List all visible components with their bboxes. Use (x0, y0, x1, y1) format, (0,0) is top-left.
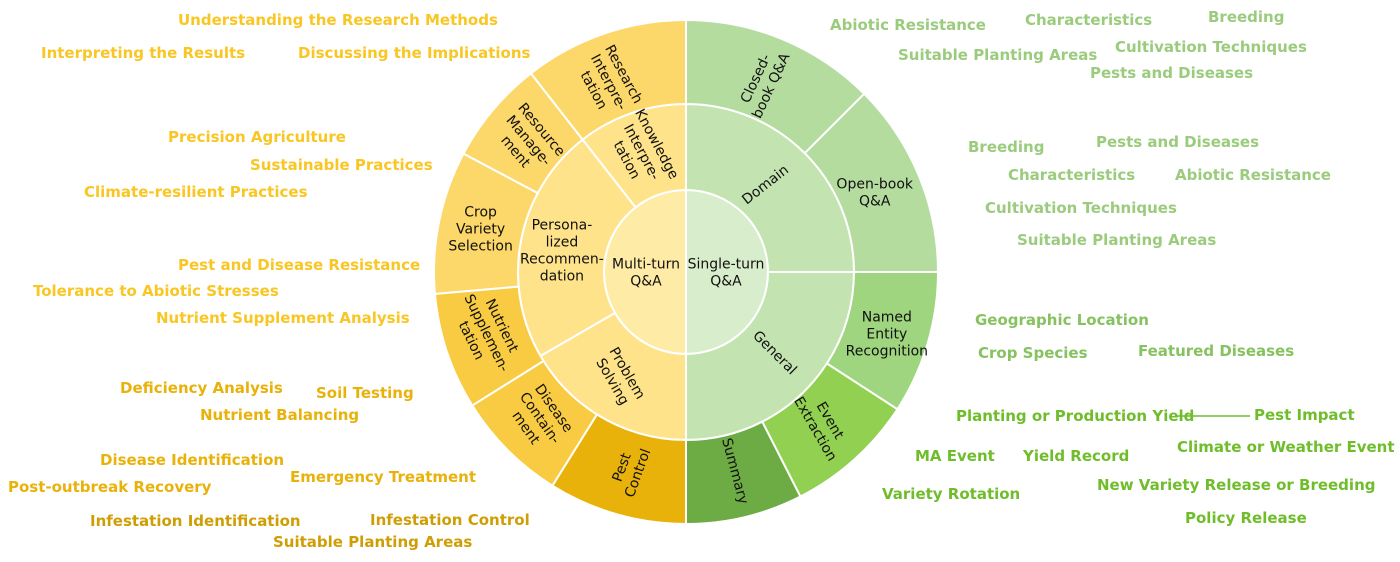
label-tolerance-abiotic-stresses: Tolerance to Abiotic Stresses (33, 282, 279, 300)
label-climate-weather-event: Climate or Weather Event (1177, 438, 1395, 456)
label-variety-rotation: Variety Rotation (882, 485, 1021, 503)
label-nutrient-balancing: Nutrient Balancing (200, 406, 360, 424)
label-new-variety-release: New Variety Release or Breeding (1097, 476, 1376, 494)
center-label-multi-turn: Multi-turn Q&A (612, 257, 680, 290)
label-characteristics-top: Characteristics (1025, 11, 1153, 29)
label-ma-event: MA Event (915, 447, 995, 465)
label-suitable-planting-areas-mid: Suitable Planting Areas (1017, 231, 1217, 249)
label-climate-resilient-practices: Climate-resilient Practices (84, 183, 308, 201)
outer-label-crop-variety: Crop Variety Selection (448, 204, 513, 254)
label-interpreting-results: Interpreting the Results (41, 44, 246, 62)
label-discussing-implications: Discussing the Implications (298, 44, 531, 62)
label-featured-diseases: Featured Diseases (1138, 342, 1295, 360)
label-cultivation-techniques-mid: Cultivation Techniques (985, 199, 1177, 217)
outer-segment-crop-variety (433, 152, 540, 296)
label-crop-species: Crop Species (978, 344, 1088, 362)
label-abiotic-resistance-top: Abiotic Resistance (830, 16, 986, 34)
label-precision-agriculture: Precision Agriculture (168, 128, 346, 146)
label-soil-testing: Soil Testing (316, 384, 414, 402)
outer-label-open-book: Open-book Q&A (836, 176, 913, 209)
label-policy-release: Policy Release (1185, 509, 1307, 527)
label-pest-impact: Pest Impact (1254, 406, 1355, 424)
label-suitable-planting-areas-left: Suitable Planting Areas (273, 533, 473, 551)
label-suitable-planting-areas-top: Suitable Planting Areas (898, 46, 1098, 64)
label-infestation-control: Infestation Control (370, 511, 530, 529)
label-abiotic-resistance-mid: Abiotic Resistance (1175, 166, 1331, 184)
label-pests-diseases-top: Pests and Diseases (1090, 64, 1254, 82)
center-label-single-turn: Single-turn Q&A (688, 257, 765, 290)
label-nutrient-supplement-analysis: Nutrient Supplement Analysis (156, 309, 410, 327)
outer-segment-disease (470, 359, 599, 488)
outer-segment-resource (462, 72, 584, 195)
label-pests-diseases-mid: Pests and Diseases (1096, 133, 1260, 151)
label-geographic-location: Geographic Location (975, 311, 1149, 329)
label-characteristics-mid: Characteristics (1008, 166, 1136, 184)
outer-segment-nutrient (433, 285, 545, 407)
label-disease-identification: Disease Identification (100, 451, 285, 469)
label-yield-record: Yield Record (1023, 447, 1130, 465)
label-pest-disease-resistance: Pest and Disease Resistance (178, 256, 421, 274)
label-understanding-research-methods: Understanding the Research Methods (178, 11, 498, 29)
label-post-outbreak-recovery: Post-outbreak Recovery (8, 478, 212, 496)
label-cultivation-techniques-top: Cultivation Techniques (1115, 38, 1307, 56)
label-sustainable-practices: Sustainable Practices (250, 156, 433, 174)
label-breeding-top: Breeding (1208, 8, 1285, 26)
label-infestation-identification: Infestation Identification (90, 512, 301, 530)
label-planting-production-yield: Planting or Production Yield (956, 407, 1195, 425)
label-emergency-treatment: Emergency Treatment (290, 468, 477, 486)
inner-label-knowledge: KnowledgeInterpre-tation (601, 106, 681, 197)
label-breeding-mid: Breeding (968, 138, 1045, 156)
outer-segment-pest (551, 413, 687, 526)
label-deficiency-analysis: Deficiency Analysis (120, 379, 283, 397)
outer-label-ner: Named Entity Recognition (846, 309, 928, 359)
inner-label-personalized: Persona-lized Recommen-dation (520, 218, 604, 285)
